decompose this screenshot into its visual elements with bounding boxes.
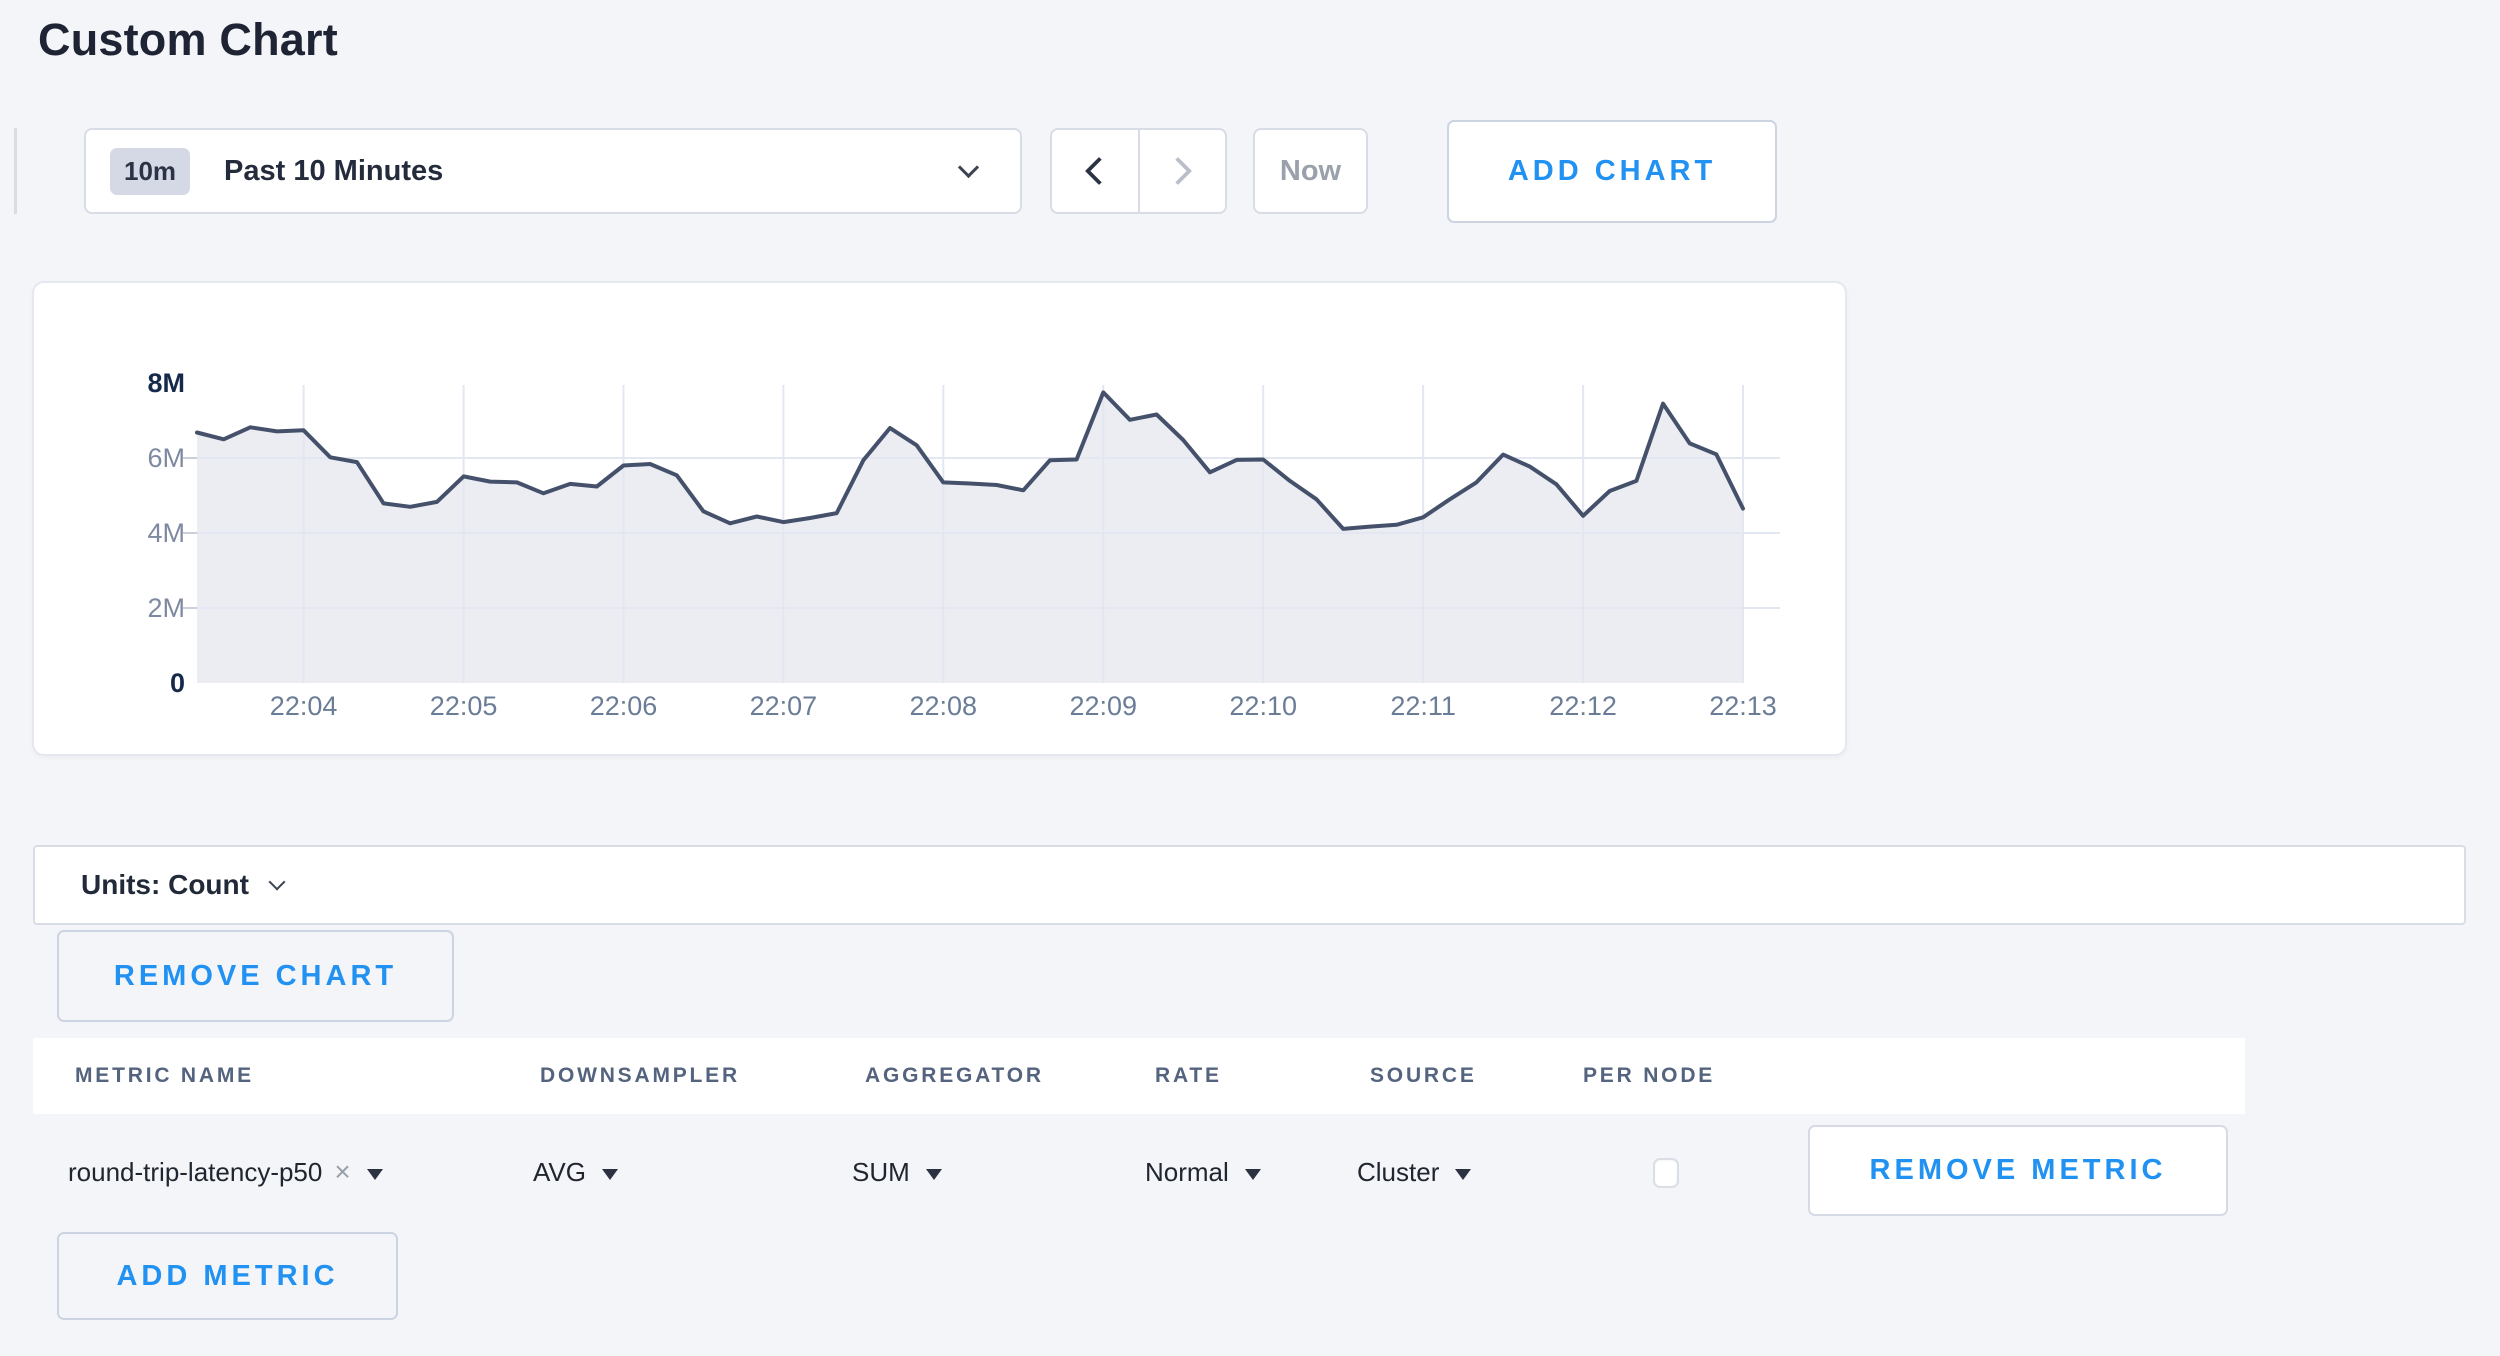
x-tick-label: 22:04	[270, 691, 338, 721]
units-select-label: Units: Count	[81, 869, 249, 900]
chevron-down-icon	[268, 873, 286, 891]
x-tick-label: 22:06	[590, 691, 658, 721]
downsampler-value: AVG	[533, 1156, 586, 1187]
page-title: Custom Chart	[38, 14, 338, 65]
column-header-rate: RATE	[1155, 1064, 1222, 1087]
metric-name-value: round-trip-latency-p50	[68, 1156, 323, 1187]
chevron-left-icon	[1084, 156, 1113, 186]
time-range-select[interactable]: 10m Past 10 Minutes	[84, 128, 1022, 214]
toolbar-left-rule	[14, 128, 17, 214]
chart-series-line	[195, 390, 1745, 531]
column-header-downsampler: DOWNSAMPLER	[540, 1064, 740, 1087]
column-header-metric-name: METRIC NAME	[75, 1064, 254, 1087]
now-button[interactable]: Now	[1253, 128, 1368, 214]
y-tick-label: 8M	[147, 368, 185, 398]
rate-dropdown[interactable]: Normal	[1145, 1146, 1261, 1198]
time-range-label: Past 10 Minutes	[224, 154, 444, 187]
caret-down-icon	[601, 1168, 618, 1180]
next-time-button[interactable]	[1137, 130, 1226, 212]
column-header-aggregator: AGGREGATOR	[865, 1064, 1044, 1087]
x-tick-label: 22:08	[910, 691, 978, 721]
source-value: Cluster	[1357, 1156, 1440, 1187]
x-tick-label: 22:11	[1390, 691, 1456, 721]
rate-value: Normal	[1145, 1156, 1229, 1187]
aggregator-value: SUM	[852, 1156, 910, 1187]
metrics-table-header: METRIC NAME DOWNSAMPLER AGGREGATOR RATE …	[33, 1038, 2245, 1114]
y-tick-label: 2M	[147, 593, 185, 623]
chevron-down-icon	[957, 156, 980, 178]
source-dropdown[interactable]: Cluster	[1357, 1146, 1472, 1198]
now-button-label: Now	[1279, 154, 1342, 187]
chevron-right-icon	[1164, 156, 1193, 186]
x-tick-label: 22:13	[1709, 691, 1777, 721]
units-select[interactable]: Units: Count	[33, 845, 2466, 925]
x-tick-label: 22:09	[1070, 691, 1138, 721]
prev-time-button[interactable]	[1052, 130, 1138, 212]
y-tick-label: 0	[170, 668, 185, 698]
time-scale-badge: 10m	[110, 147, 191, 195]
remove-chart-button[interactable]: REMOVE CHART	[57, 930, 454, 1022]
x-tick-label: 22:07	[750, 691, 818, 721]
downsampler-dropdown[interactable]: AVG	[533, 1146, 618, 1198]
caret-down-icon	[1244, 1168, 1261, 1180]
add-metric-button[interactable]: ADD METRIC	[57, 1232, 398, 1320]
caret-down-icon	[925, 1168, 942, 1180]
caret-down-icon	[1455, 1168, 1472, 1180]
chart-card: 8M 6M 4M 2M 0 22:04 22:05 22:06 22:07 22:08 22:09 2…	[32, 281, 1847, 756]
x-tick-label: 22:12	[1549, 691, 1617, 721]
close-icon[interactable]: ×	[334, 1156, 351, 1187]
caret-down-icon	[366, 1168, 383, 1180]
time-step-arrows	[1050, 128, 1227, 214]
chart-plot[interactable]: 8M 6M 4M 2M 0 22:04 22:05 22:06 22:07 22:08 22:09 2…	[82, 363, 1780, 735]
x-tick-label: 22:05	[430, 691, 498, 721]
aggregator-dropdown[interactable]: SUM	[852, 1146, 942, 1198]
metric-name-dropdown[interactable]: round-trip-latency-p50 ×	[68, 1146, 383, 1198]
y-tick-label: 6M	[147, 443, 185, 473]
add-chart-button[interactable]: ADD CHART	[1447, 120, 1777, 223]
remove-metric-button[interactable]: REMOVE METRIC	[1808, 1125, 2228, 1216]
column-header-source: SOURCE	[1370, 1064, 1477, 1087]
column-header-per-node: PER NODE	[1583, 1064, 1716, 1087]
x-tick-label: 22:10	[1229, 691, 1297, 721]
chart-area-fill	[197, 392, 1743, 683]
y-tick-label: 4M	[147, 518, 185, 548]
per-node-checkbox[interactable]	[1653, 1158, 1679, 1188]
